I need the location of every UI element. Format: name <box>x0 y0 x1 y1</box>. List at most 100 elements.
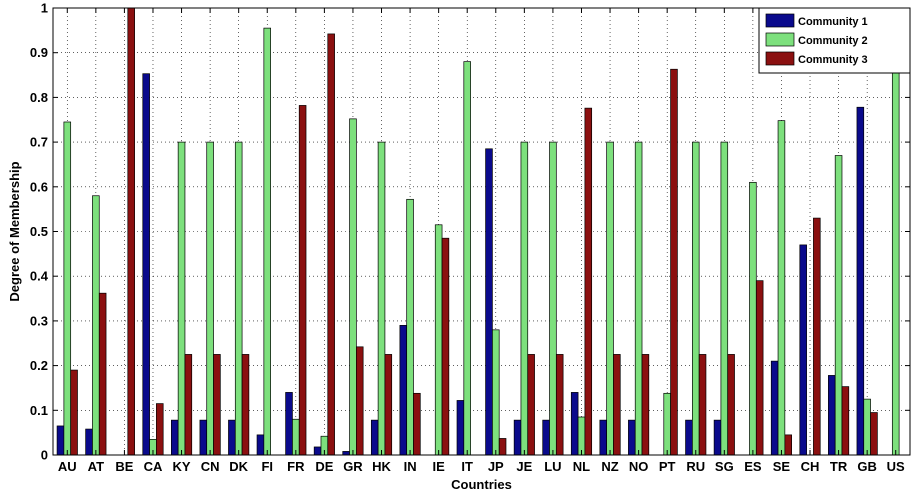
bar-au-series-2 <box>63 121 72 456</box>
bar-fr-series-1 <box>285 392 293 456</box>
bar-fr-series-2 <box>292 418 300 456</box>
y-axis-title: Degree of Membership <box>7 161 22 301</box>
bar-ru-series-3 <box>698 354 707 456</box>
x-tick-label-be: BE <box>115 459 133 474</box>
bar-gb-series-2 <box>863 398 871 456</box>
y-tick-label: 0.2 <box>30 358 48 373</box>
bar-nl-series-3 <box>584 107 593 456</box>
bar-ch-series-3 <box>813 217 821 456</box>
bar-cn-series-1 <box>199 419 208 456</box>
bar-in-series-3 <box>413 392 421 456</box>
bar-nz-series-1 <box>599 419 607 456</box>
y-tick-label: 0.6 <box>30 179 48 194</box>
x-tick-label-gb: GB <box>857 459 877 474</box>
legend-label-series-2: Community 2 <box>798 35 868 47</box>
legend-swatch-series-1 <box>765 13 795 28</box>
bar-ie-series-2 <box>434 224 443 456</box>
bar-je-series-2 <box>520 141 529 456</box>
bar-fi-series-2 <box>263 27 272 456</box>
bar-dk-series-1 <box>228 419 236 456</box>
y-axis-ticks: 0 0.1 0.2 0.3 0.4 0.5 0.6 0.7 0.8 0.9 1 <box>30 1 910 463</box>
bar-nz-series-2 <box>606 141 614 456</box>
bar-it-series-1 <box>456 400 465 456</box>
x-tick-label-es: ES <box>744 459 762 474</box>
x-tick-label-us: US <box>887 459 905 474</box>
bar-jp-series-3 <box>498 438 507 456</box>
legend-swatch-series-2 <box>765 32 795 47</box>
bar-no-series-3 <box>641 354 650 456</box>
bar-cn-series-2 <box>206 141 214 456</box>
x-tick-label-de: DE <box>315 459 333 474</box>
x-tick-label-no: NO <box>629 459 649 474</box>
bar-jp-series-1 <box>485 148 493 456</box>
bar-gr-series-2 <box>349 118 357 456</box>
y-tick-label: 0.3 <box>30 313 48 328</box>
bar-je-series-3 <box>527 354 535 456</box>
x-tick-label-cn: CN <box>201 459 220 474</box>
x-tick-label-jp: JP <box>488 459 504 474</box>
bar-tr-series-1 <box>828 375 836 456</box>
bar-gb-series-1 <box>856 106 865 456</box>
y-tick-label: 0.1 <box>30 403 48 418</box>
y-tick-label: 0 <box>41 448 48 463</box>
bar-ky-series-2 <box>177 141 186 456</box>
bar-au-series-1 <box>56 425 65 456</box>
legend-label-series-1: Community 1 <box>798 16 868 28</box>
bar-es-series-3 <box>755 280 764 456</box>
bar-ky-series-3 <box>184 354 193 456</box>
bar-at-series-2 <box>92 195 100 456</box>
y-tick-label: 0.8 <box>30 90 48 105</box>
bar-ru-series-2 <box>691 141 700 456</box>
bar-sg-series-2 <box>720 141 729 456</box>
bar-se-series-1 <box>770 360 779 456</box>
bar-je-series-1 <box>513 419 522 456</box>
y-tick-label: 0.5 <box>30 224 48 239</box>
bar-ca-series-3 <box>156 403 164 456</box>
legend-swatch-series-3 <box>765 51 795 66</box>
bar-ca-series-1 <box>142 73 150 456</box>
x-tick-label-at: AT <box>88 459 104 474</box>
x-tick-label-se: SE <box>773 459 791 474</box>
y-tick-label: 0.4 <box>30 269 49 284</box>
x-tick-label-it: IT <box>461 459 473 474</box>
bar-in-series-1 <box>399 325 408 456</box>
bar-gr-series-3 <box>356 346 364 456</box>
bar-sg-series-1 <box>713 419 722 456</box>
bar-nl-series-2 <box>577 416 586 456</box>
bar-lu-series-3 <box>555 354 564 456</box>
bar-no-series-2 <box>634 141 643 456</box>
y-tick-label: 1 <box>41 1 48 16</box>
x-tick-label-fr: FR <box>287 459 305 474</box>
x-tick-label-ie: IE <box>433 459 446 474</box>
bar-tr-series-2 <box>834 155 843 456</box>
bar-in-series-2 <box>406 198 414 456</box>
bar-gr-series-1 <box>342 451 350 456</box>
bar-lu-series-2 <box>549 141 557 456</box>
bar-ru-series-1 <box>685 419 693 456</box>
bar-cn-series-3 <box>213 354 221 456</box>
x-tick-label-sg: SG <box>715 459 734 474</box>
bar-ky-series-1 <box>171 419 179 456</box>
bar-hk-series-2 <box>377 141 386 456</box>
x-axis-ticks: AU AT BE CA KY CN DK FI FR DE GR HK IN IE IT JP JE LU NL NZ… <box>58 8 905 474</box>
y-tick-label: 0.9 <box>30 45 48 60</box>
x-tick-label-lu: LU <box>544 459 561 474</box>
x-tick-label-ch: CH <box>801 459 820 474</box>
x-tick-label-nl: NL <box>573 459 590 474</box>
x-tick-label-in: IN <box>404 459 417 474</box>
bar-nl-series-1 <box>570 392 579 456</box>
bar-ie-series-3 <box>441 237 450 456</box>
x-tick-label-au: AU <box>58 459 77 474</box>
bar-fr-series-3 <box>298 105 307 456</box>
bar-es-series-2 <box>749 181 757 456</box>
bar-au-series-3 <box>70 369 78 456</box>
x-tick-label-tr: TR <box>830 459 848 474</box>
x-tick-label-dk: DK <box>229 459 248 474</box>
bar-ch-series-1 <box>799 244 807 456</box>
bar-dk-series-3 <box>241 354 250 456</box>
bar-tr-series-3 <box>841 386 850 456</box>
bar-lu-series-1 <box>542 419 550 456</box>
bar-fi-series-1 <box>256 434 265 456</box>
